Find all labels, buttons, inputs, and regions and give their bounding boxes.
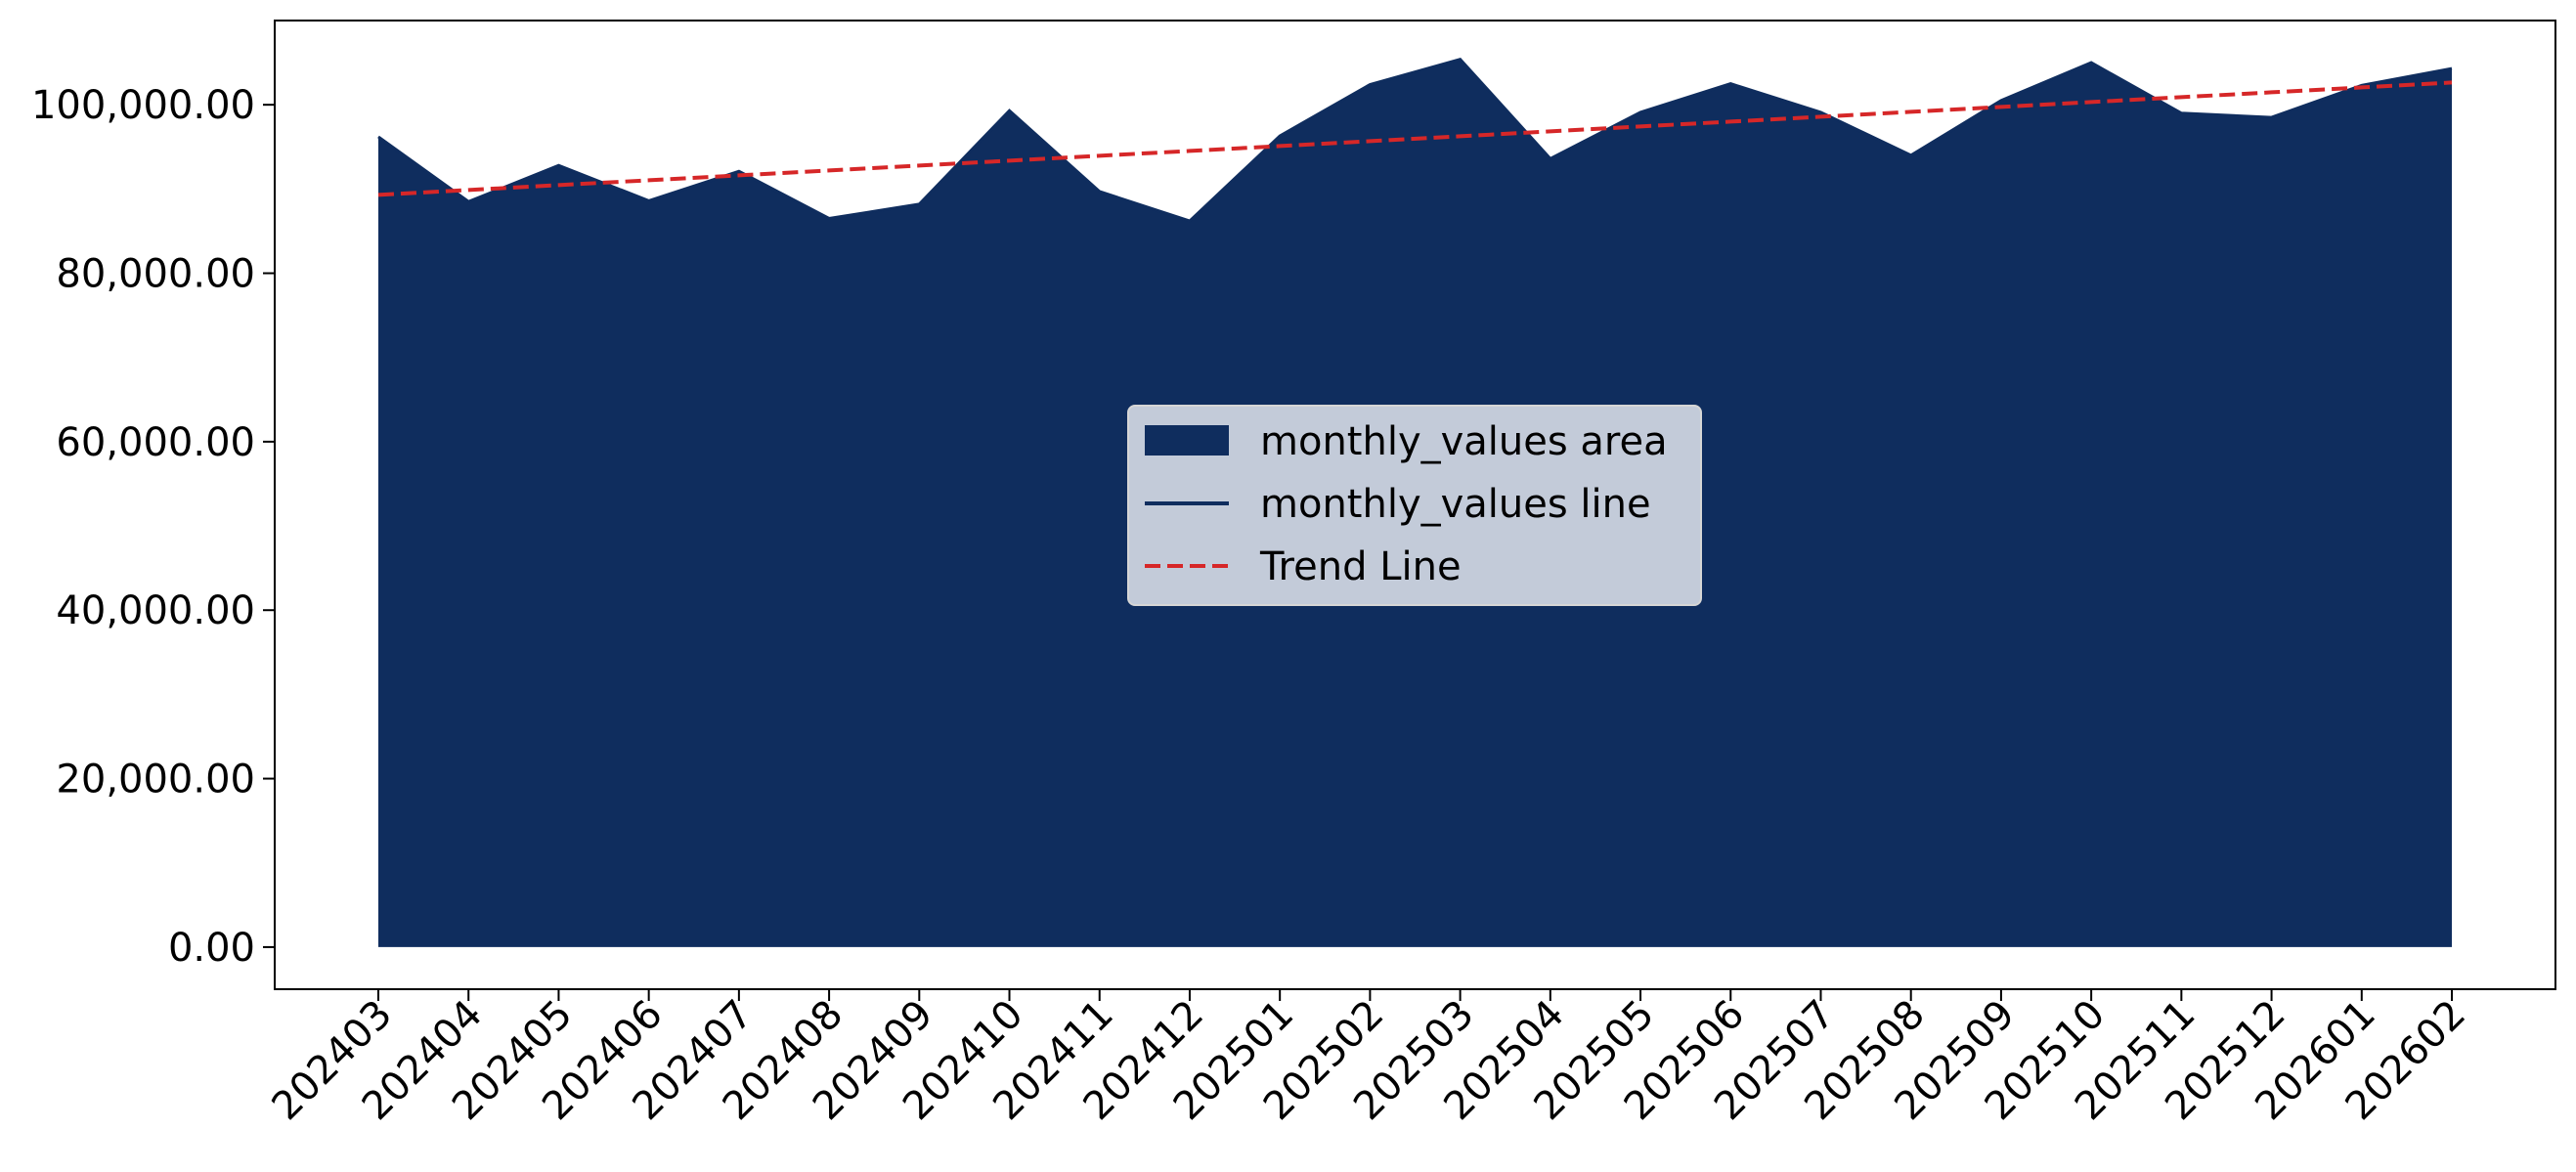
legend-swatch-area — [1145, 425, 1229, 456]
trend-line — [377, 80, 2453, 197]
legend-label: monthly_values area — [1260, 419, 1668, 464]
y-tick-label: 80,000.00 — [56, 252, 255, 297]
legend-label: Trend Line — [1259, 544, 1462, 589]
legend: monthly_values area monthly_values line Tr… — [1127, 405, 1702, 606]
legend-box — [1127, 405, 1702, 606]
axes-frame — [274, 20, 2556, 990]
y-tick-label: 20,000.00 — [56, 758, 255, 803]
y-tick-label: 40,000.00 — [56, 588, 255, 633]
y-tick-label: 60,000.00 — [56, 420, 255, 465]
y-tick-label: 100,000.00 — [31, 83, 255, 128]
legend-label: monthly_values line — [1260, 482, 1651, 527]
y-tick-label: 0.00 — [168, 926, 255, 971]
